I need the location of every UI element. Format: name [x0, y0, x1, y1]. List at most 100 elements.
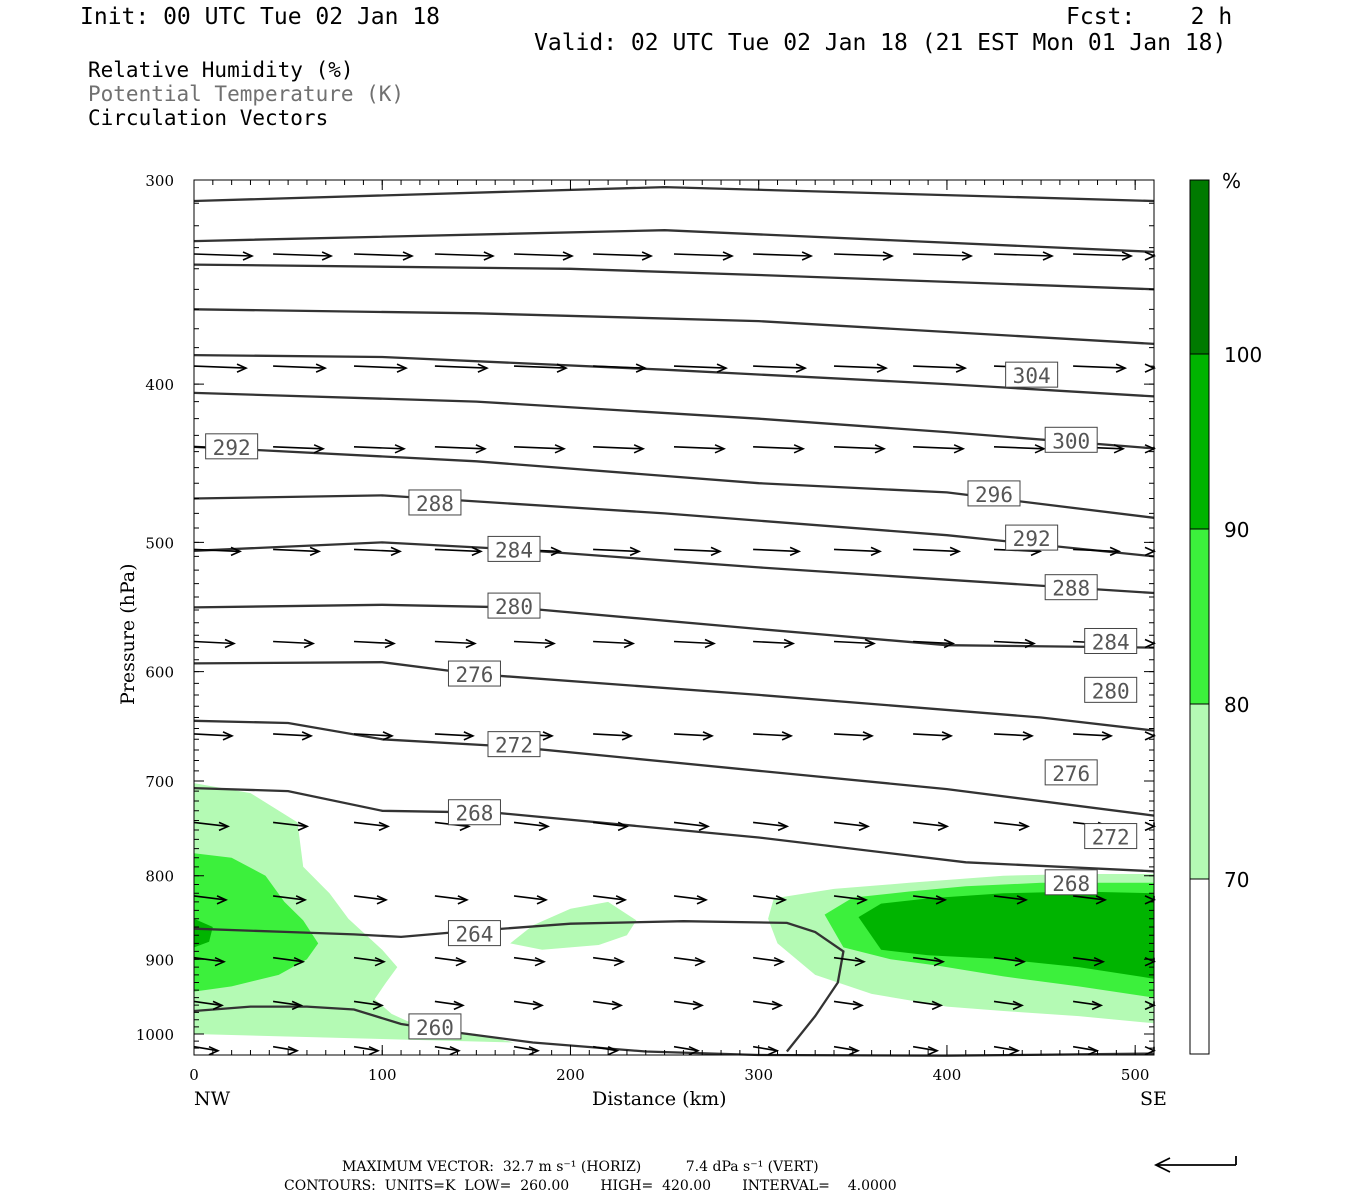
vector-6 — [673, 251, 734, 261]
svg-text:264: 264 — [456, 923, 494, 947]
colorbar-seg-0 — [1189, 179, 1210, 355]
svg-text:296: 296 — [975, 483, 1013, 507]
vector-139 — [912, 1045, 940, 1056]
vector-77 — [1144, 731, 1156, 741]
vector-110 — [673, 956, 706, 967]
vector-80 — [353, 821, 390, 832]
vector-120 — [434, 1000, 465, 1011]
vector-117 — [193, 1000, 224, 1011]
vector-72 — [753, 731, 794, 741]
vector-127 — [993, 1000, 1024, 1011]
vector-19 — [673, 363, 728, 373]
vector-35 — [913, 444, 966, 454]
isentrope-3 — [193, 308, 1155, 346]
svg-text:292: 292 — [1013, 527, 1051, 551]
vector-58 — [673, 638, 716, 649]
vector-22 — [913, 363, 968, 373]
vector-20 — [753, 363, 808, 373]
isentrope-9 — [193, 603, 1155, 649]
colorbar-unit: % — [1222, 169, 1241, 193]
colorbar-seg-3 — [1189, 703, 1210, 880]
vector-136 — [673, 1045, 700, 1056]
vector-140 — [993, 1045, 1020, 1056]
vector-13 — [193, 363, 248, 373]
vector-2 — [353, 251, 414, 261]
vector-109 — [592, 956, 626, 967]
vector-131 — [272, 1045, 300, 1056]
vector-39 — [193, 546, 242, 557]
vector-32 — [673, 444, 726, 454]
y-axis-label: Pressure (hPa) — [117, 563, 139, 705]
vector-10 — [993, 251, 1054, 261]
field-label-rh: Relative Humidity (%) — [88, 58, 354, 82]
vector-36 — [993, 444, 1046, 454]
vector-0 — [193, 251, 254, 261]
x-tick-0: 0 — [189, 1066, 199, 1084]
vector-98 — [753, 895, 788, 905]
vector-64 — [1144, 638, 1156, 649]
rh-fill-layer — [194, 783, 1154, 1043]
vector-16 — [434, 363, 489, 373]
vector-30 — [513, 444, 566, 454]
x-tick-4: 400 — [933, 1066, 962, 1084]
y-tick-6: 900 — [145, 951, 174, 969]
x-end-right: SE — [1140, 1088, 1167, 1110]
vector-61 — [913, 638, 956, 649]
isentrope-8 — [193, 541, 1155, 595]
vector-71 — [673, 731, 714, 741]
vector-115 — [1072, 956, 1106, 967]
vector-85 — [753, 821, 790, 832]
vector-40 — [273, 546, 322, 557]
vector-119 — [353, 1000, 384, 1011]
vector-33 — [753, 444, 806, 454]
vector-28 — [353, 444, 406, 454]
vector-94 — [434, 895, 469, 905]
isentrope-label-15: 268 — [447, 799, 501, 826]
y-tick-0: 300 — [145, 172, 174, 190]
vector-78 — [193, 821, 230, 832]
colorbar-seg-1 — [1189, 353, 1210, 530]
vector-29 — [434, 444, 487, 454]
isentrope-label-5: 288 — [408, 489, 462, 516]
colorbar-label-1: 90 — [1224, 518, 1249, 542]
vector-66 — [273, 731, 314, 741]
vector-9 — [913, 251, 974, 261]
isentrope-label-layer: 3043002962922922882882842842802802762762… — [205, 361, 1138, 1040]
vector-48 — [913, 546, 962, 557]
vector-91 — [193, 895, 228, 905]
field-label-theta: Potential Temperature (K) — [88, 82, 405, 106]
x-tick-5: 500 — [1121, 1066, 1150, 1084]
plot-frame — [193, 179, 1155, 1056]
isentrope-13 — [193, 920, 845, 1053]
vector-3 — [434, 251, 495, 261]
valid-time: Valid: 02 UTC Tue 02 Jan 18 (21 EST Mon … — [534, 30, 1227, 56]
isentrope-label-14: 272 — [1084, 823, 1138, 850]
reference-vector — [1153, 1156, 1237, 1173]
svg-text:284: 284 — [1092, 630, 1130, 654]
vector-51 — [1144, 546, 1156, 557]
isentrope-label-6: 288 — [1044, 574, 1098, 601]
vector-67 — [353, 731, 394, 741]
isentrope-label-11: 276 — [447, 660, 501, 687]
svg-text:268: 268 — [456, 802, 494, 826]
vector-56 — [513, 638, 556, 649]
init-time: Init: 00 UTC Tue 02 Jan 18 — [80, 4, 441, 30]
y-tick-2: 500 — [145, 534, 174, 552]
isentrope-label-17: 264 — [447, 920, 501, 947]
svg-text:288: 288 — [1052, 577, 1090, 601]
vector-24 — [1073, 363, 1128, 373]
rh-80-left — [194, 853, 319, 992]
vector-137 — [752, 1045, 780, 1056]
y-tick-4: 700 — [145, 773, 174, 791]
vector-65 — [193, 731, 234, 741]
svg-text:288: 288 — [416, 492, 454, 516]
vector-111 — [752, 956, 786, 967]
x-end-left: NW — [194, 1088, 231, 1110]
isentrope-label-10: 280 — [1084, 676, 1138, 703]
vector-17 — [513, 363, 568, 373]
svg-text:260: 260 — [416, 1016, 454, 1040]
vector-124 — [752, 1000, 784, 1011]
vector-125 — [833, 1000, 864, 1011]
vector-107 — [434, 956, 467, 967]
svg-text:276: 276 — [1052, 762, 1090, 786]
